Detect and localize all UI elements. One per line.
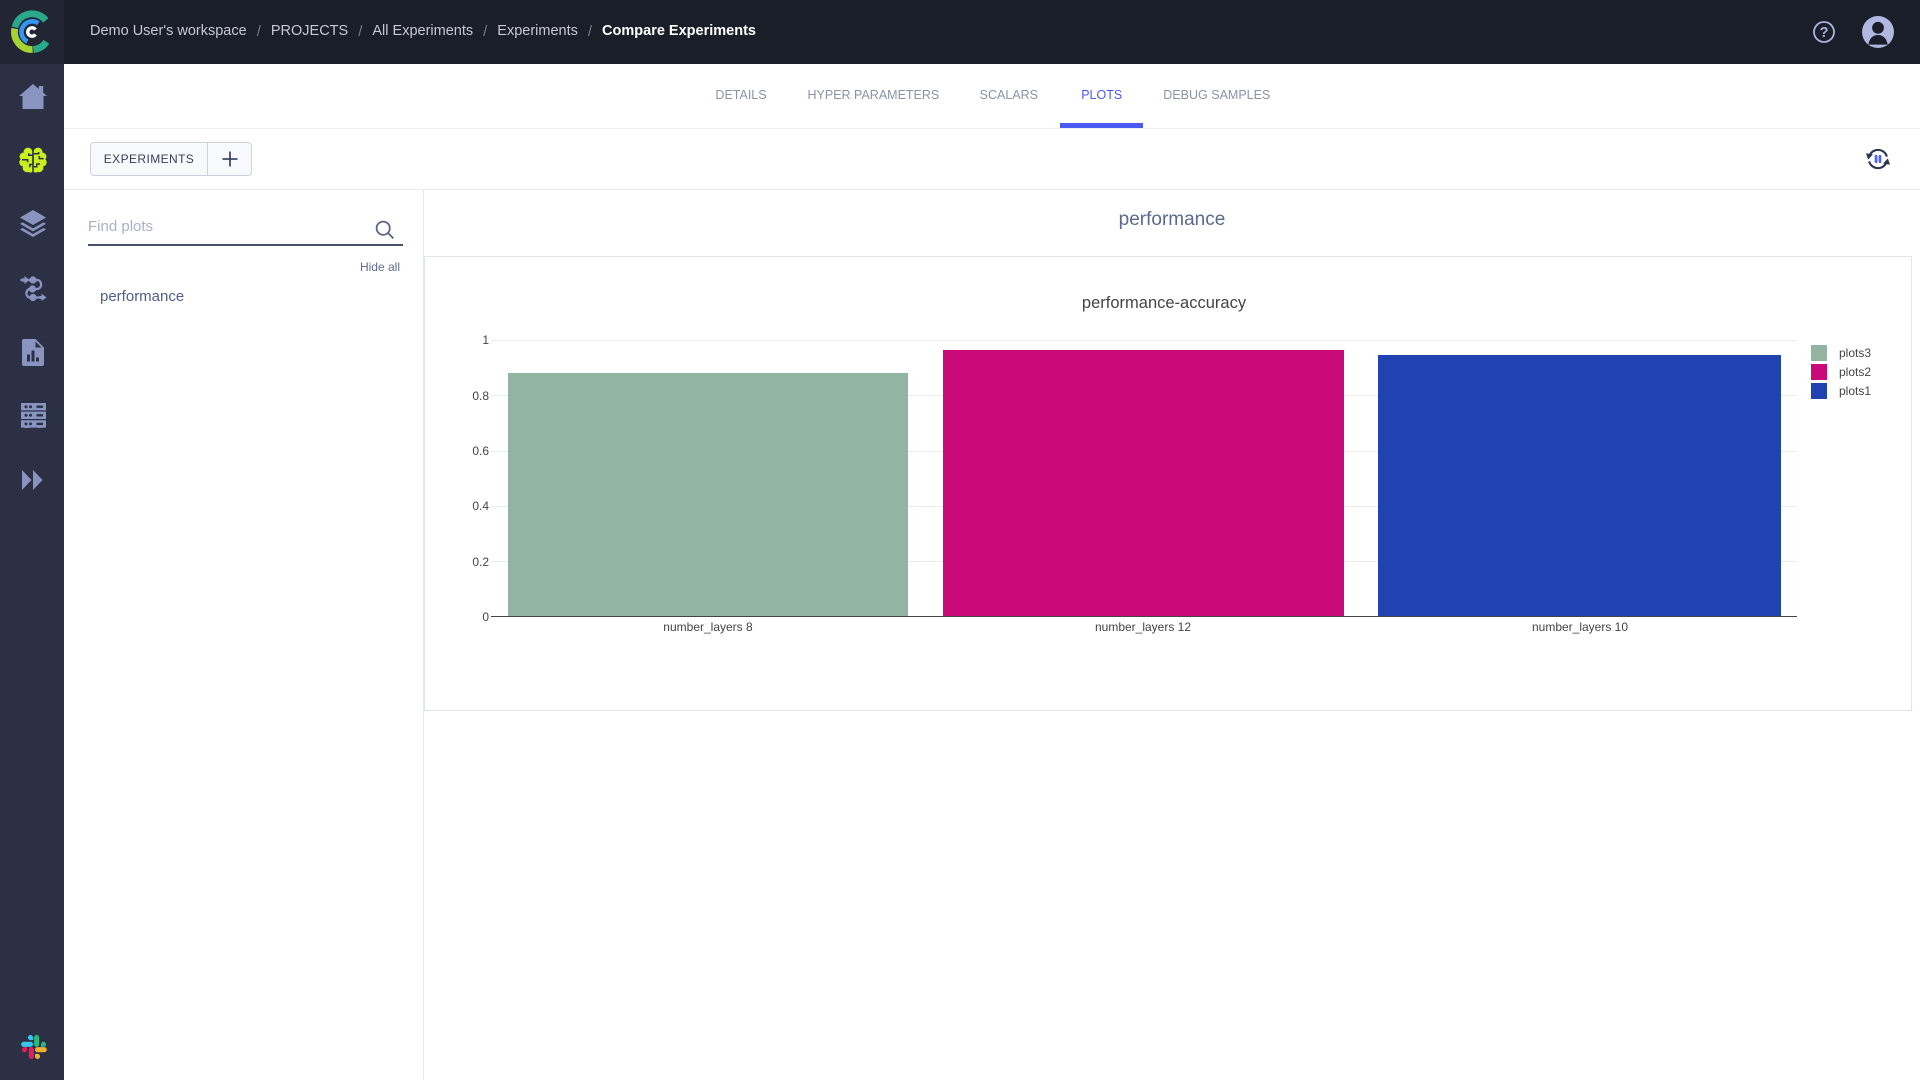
svg-text:?: ?: [1820, 25, 1829, 41]
